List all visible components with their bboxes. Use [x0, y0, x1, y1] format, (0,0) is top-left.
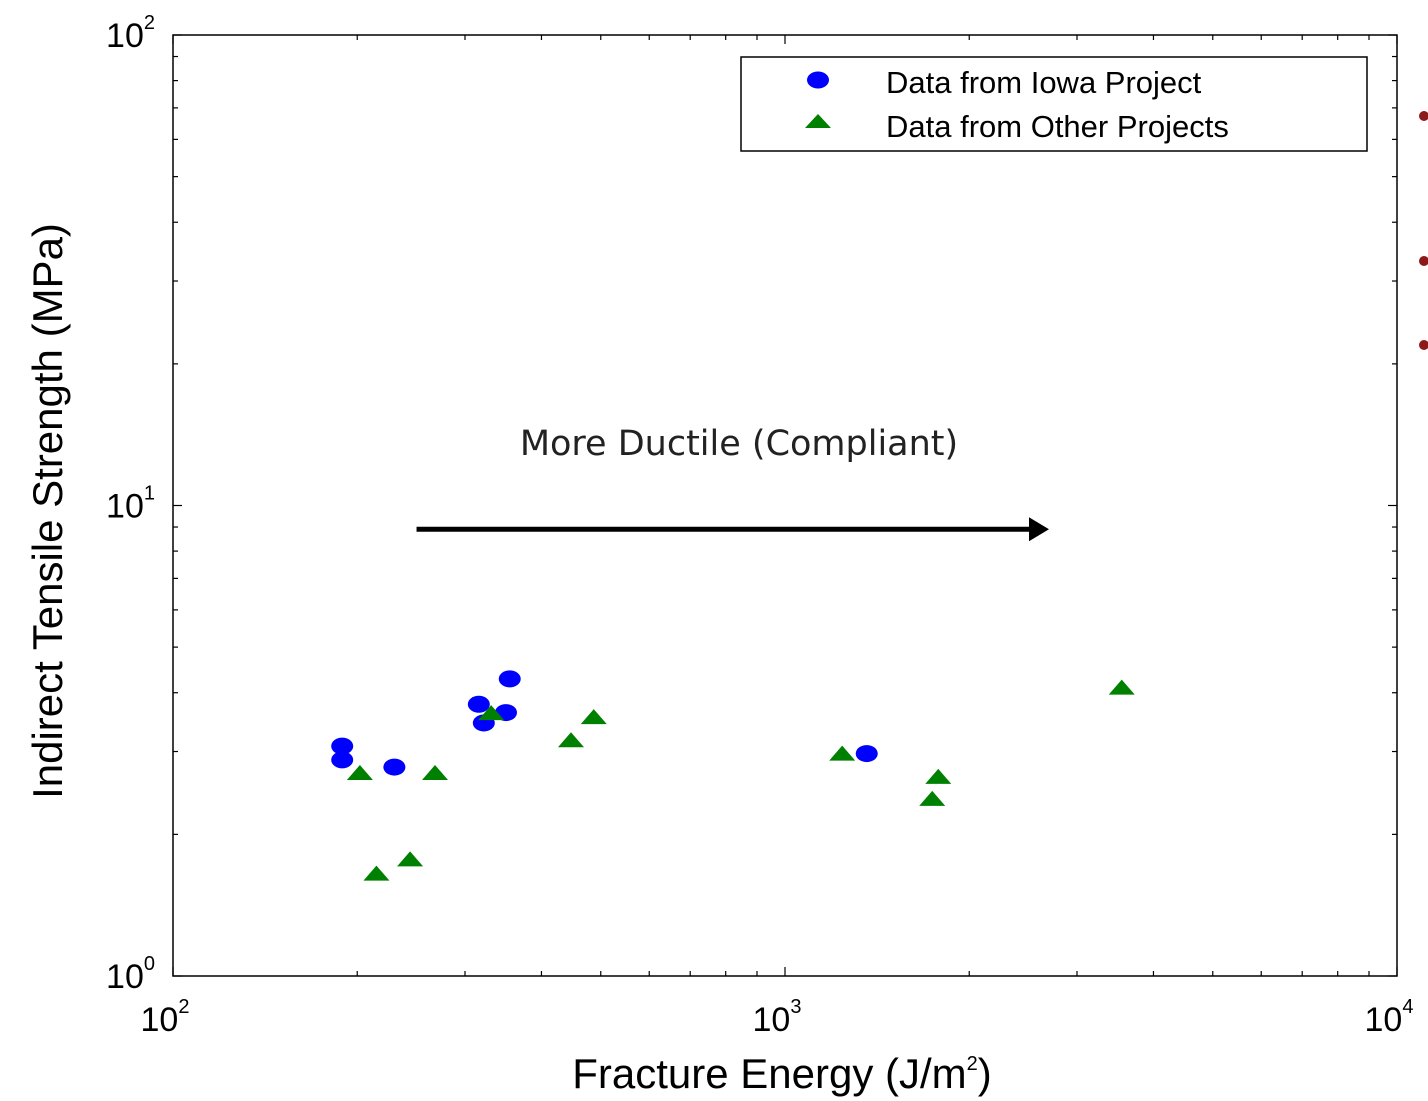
data-point-iowa	[855, 745, 878, 763]
x-tick-label: 102	[141, 996, 190, 1039]
data-point-other	[829, 745, 856, 761]
x-tick-label: 104	[1365, 996, 1414, 1039]
data-point-other	[557, 732, 584, 748]
data-point-iowa	[331, 751, 354, 769]
data-point-other	[925, 768, 952, 784]
bullet-dot	[1419, 111, 1428, 121]
tick-marks	[172, 34, 1398, 977]
data-point-other	[397, 851, 424, 867]
data-point-other	[580, 709, 607, 725]
data-point-iowa	[467, 695, 490, 713]
annotation-arrow-head	[1028, 517, 1049, 542]
data-point-iowa	[331, 737, 354, 755]
tick-labels: 102 103 104 100 101 102	[106, 12, 1413, 1039]
y-tick-label: 102	[106, 12, 155, 55]
data-point-other	[919, 790, 946, 806]
x-tick-label: 103	[753, 996, 802, 1039]
y-tick-label: 100	[106, 953, 155, 996]
legend-marker-other	[805, 114, 831, 128]
bullet-dot	[1419, 256, 1428, 266]
legend: Data from Iowa Project Data from Other P…	[740, 56, 1368, 152]
data-point-other	[346, 765, 373, 781]
data-point-other	[363, 865, 390, 881]
annotation-text: More Ductile (Compliant)	[520, 424, 958, 464]
x-axis-title: Fracture Energy (J/m2)	[572, 1050, 992, 1097]
data-point-other	[478, 705, 505, 721]
legend-label-other: Data from Other Projects	[886, 109, 1229, 144]
annotation: More Ductile (Compliant)	[416, 424, 1049, 542]
legend-marker-iowa	[807, 71, 829, 89]
legend-label-iowa: Data from Iowa Project	[886, 65, 1202, 100]
data-point-iowa	[383, 758, 406, 776]
legend-box	[740, 56, 1368, 152]
y-tick-label: 101	[106, 483, 155, 526]
plot-area-frame	[172, 34, 1398, 977]
axes-frame	[172, 34, 1398, 977]
data-point-other	[1108, 679, 1135, 695]
y-axis-title: Indirect Tensile Strength (MPa)	[24, 223, 71, 799]
data-point-other	[422, 765, 449, 781]
side-bullets	[1419, 111, 1428, 350]
data-points	[331, 670, 1135, 881]
data-point-iowa	[498, 670, 521, 688]
bullet-dot	[1419, 340, 1428, 350]
